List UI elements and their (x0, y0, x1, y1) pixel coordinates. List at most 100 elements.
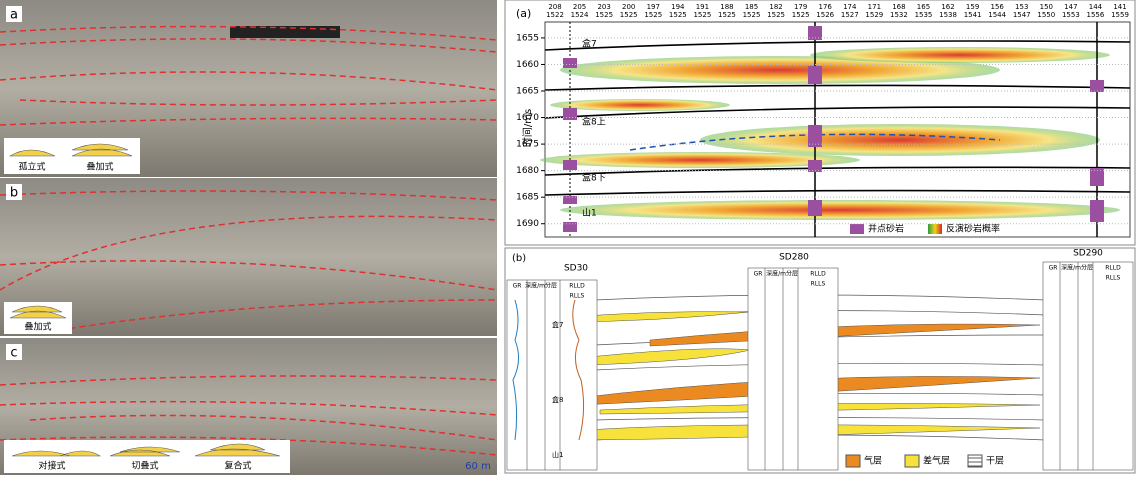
trace-number: 168 (892, 3, 905, 11)
log-header: 分层 (545, 282, 557, 290)
log-header: RLLS (811, 281, 826, 288)
trace-cdp: 1525 (595, 11, 613, 19)
sand-probability (560, 56, 1000, 84)
bed-boundary (0, 190, 498, 331)
well-tracks (506, 261, 1134, 471)
sand-probability (700, 124, 1100, 156)
gr-curve (512, 299, 519, 441)
trace-cdp: 1525 (792, 11, 810, 19)
log-header: GR (513, 283, 522, 290)
inset-label: 切叠式 (131, 460, 158, 472)
amplitude-bands (540, 47, 1120, 220)
photo-bg (0, 178, 497, 336)
trace-cdp: 1524 (571, 11, 589, 19)
panel-label: a (10, 8, 18, 23)
trace-number: 144 (1089, 3, 1103, 11)
inset-label: 叠加式 (86, 161, 113, 173)
wells: 盒7 盒8上 盒8下 山1 (563, 22, 1104, 237)
trace-cdp: 1556 (1087, 11, 1105, 19)
trace-number: 150 (1040, 3, 1053, 11)
y-tick-label: 1675 (516, 140, 539, 150)
y-tick-label: 1690 (516, 219, 539, 229)
trace-number: 197 (647, 3, 660, 11)
trace-cdp: 1544 (988, 11, 1006, 19)
panel-label: (b) (512, 253, 526, 264)
panel-label: b (10, 186, 18, 201)
well-log (1042, 261, 1134, 471)
sand-probability (560, 200, 1120, 220)
horizon-label: 盒8下 (582, 172, 606, 184)
trace-cdp: 1525 (620, 11, 638, 19)
legend-swatch (928, 224, 942, 234)
trace-number: 185 (745, 3, 758, 11)
trace-number: 205 (573, 3, 586, 11)
panel-label: c (10, 346, 17, 361)
log-header: RLLD (810, 271, 826, 278)
trace-cdp: 1541 (964, 11, 982, 19)
trace-cdp: 1525 (743, 11, 761, 19)
trace-number: 159 (966, 3, 979, 11)
log-header: RLLD (569, 283, 585, 290)
y-tick-label: 1660 (516, 60, 539, 70)
trace-cdp: 1535 (915, 11, 933, 19)
trace-cdp: 1526 (816, 11, 834, 19)
trace-number: 188 (720, 3, 733, 11)
trace-number: 171 (868, 3, 881, 11)
photo-a: a 孤立式 叠加式 (0, 0, 498, 177)
trace-number: 182 (769, 3, 782, 11)
sand-probability (810, 47, 1110, 63)
well-name: SD280 (779, 253, 809, 263)
y-axis-label: 时间/ms (521, 109, 534, 147)
trace-cdp: 1550 (1037, 11, 1055, 19)
trace-number: 162 (941, 3, 954, 11)
legend-label: 干层 (986, 456, 1004, 467)
well-log (506, 279, 598, 471)
trace-cdp: 1525 (767, 11, 785, 19)
trace-cdp: 1525 (644, 11, 662, 19)
label-box (6, 184, 22, 200)
log-header: GR (754, 271, 763, 278)
trace-number: 200 (622, 3, 635, 11)
y-tick-label: 1655 (516, 33, 539, 43)
trace-number: 176 (819, 3, 833, 11)
label-box (6, 344, 22, 360)
horizon (544, 40, 1131, 196)
y-tick-label: 1685 (516, 193, 539, 203)
trace-number: 147 (1064, 3, 1077, 11)
legend-swatch (967, 454, 983, 468)
trace-cdp: 1527 (841, 11, 859, 19)
scale-label: 60 m (465, 461, 491, 472)
trace-cdp: 1538 (939, 11, 957, 19)
legend-swatch (850, 224, 864, 234)
trace-number: 174 (843, 3, 857, 11)
log-header: RLLD (1105, 265, 1121, 272)
sand-body (9, 305, 67, 319)
log-header: 分层 (786, 270, 798, 278)
panel-label: (a) (516, 7, 531, 20)
photo-c: c 对接式 切叠式 复合式 60 m (0, 338, 498, 475)
trace-cdp: 1559 (1111, 11, 1129, 19)
y-tick-label: 1670 (516, 113, 539, 123)
trace-number: 203 (597, 3, 610, 11)
label-box (6, 6, 22, 22)
trace-cdp: 1525 (718, 11, 736, 19)
sand-body (8, 143, 133, 157)
trace-cdp: 1553 (1062, 11, 1080, 19)
inset-label: 对接式 (38, 460, 65, 472)
well-name: SD290 (1073, 249, 1103, 259)
log-header: 深度/m (1061, 264, 1081, 272)
legend-label: 井点砂岩 (868, 223, 904, 235)
layer-label: 盒7 (552, 320, 563, 329)
trace-cdp: 1547 (1013, 11, 1031, 19)
legend-label: 气层 (864, 455, 882, 467)
legend-label: 差气层 (923, 455, 950, 467)
horizon-label: 盒7 (582, 38, 597, 50)
y-tick-label: 1665 (516, 87, 539, 97)
legend-swatch (845, 454, 861, 468)
track-divider (526, 262, 1094, 470)
trace-cdp: 1525 (669, 11, 687, 19)
log-header: 深度/m (525, 282, 545, 290)
